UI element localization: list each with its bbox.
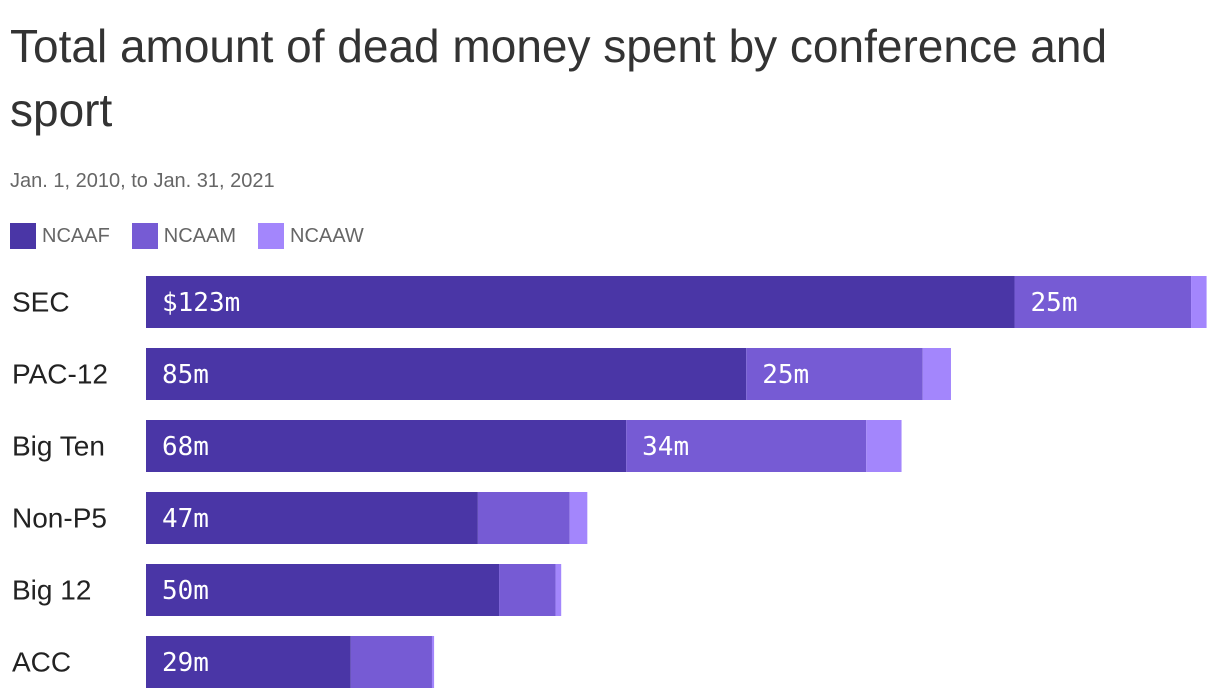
bar-big-ten-ncaaw — [866, 420, 902, 472]
data-label-sec-ncaam: 25m — [1031, 288, 1078, 318]
bar-acc-ncaaw — [431, 636, 435, 688]
bar-non-p5-ncaaf — [146, 492, 478, 544]
legend-swatch-ncaaw — [258, 223, 285, 249]
bar-acc-ncaam — [350, 636, 432, 688]
data-label-non-p5-ncaaf: 47m — [162, 504, 209, 534]
category-label-big-12: Big 12 — [12, 575, 91, 606]
bar-pac-12-ncaaf — [146, 348, 747, 400]
bar-pac-12-ncaaw — [922, 348, 951, 400]
chart-title: Total amount of dead money spent by conf… — [10, 20, 1108, 136]
legend-label-ncaaw: NCAAW — [290, 224, 364, 247]
chart-subtitle: Jan. 1, 2010, to Jan. 31, 2021 — [10, 170, 275, 192]
data-label-sec-ncaaf: $123m — [162, 288, 240, 318]
bar-acc-ncaaf — [146, 636, 351, 688]
category-label-acc: ACC — [12, 647, 71, 678]
category-label-big-ten: Big Ten — [12, 431, 105, 462]
bar-big-12-ncaaw — [555, 564, 562, 616]
legend-swatch-ncaam — [131, 223, 158, 249]
data-label-big-12-ncaaf: 50m — [162, 576, 209, 606]
data-label-pac-12-ncaaf: 85m — [162, 360, 209, 390]
legend-item-ncaaf: NCAAF — [10, 223, 110, 249]
legend-swatch-ncaaf — [10, 223, 36, 249]
bar-big-ten-ncaam — [626, 420, 867, 472]
data-label-pac-12-ncaam: 25m — [762, 360, 809, 390]
bar-big-12-ncaaf — [146, 564, 500, 616]
bar-big-ten-ncaaf — [146, 420, 627, 472]
bar-sec-ncaaf — [146, 276, 1015, 328]
category-label-sec: SEC — [12, 287, 70, 318]
bar-non-p5-ncaaw — [569, 492, 588, 544]
legend-label-ncaaf: NCAAF — [42, 224, 110, 247]
category-label-non-p5: Non-P5 — [12, 503, 107, 534]
bar-sec-ncaam — [1014, 276, 1192, 328]
data-label-big-ten-ncaaf: 68m — [162, 432, 209, 462]
legend-label-ncaam: NCAAM — [163, 224, 237, 247]
category-label-pac-12: PAC-12 — [12, 359, 108, 390]
bar-pac-12-ncaam — [746, 348, 923, 400]
bar-sec-ncaaw — [1191, 276, 1207, 328]
bar-non-p5-ncaam — [477, 492, 570, 544]
data-label-acc-ncaaf: 29m — [162, 648, 209, 678]
legend-item-ncaaw: NCAAW — [258, 223, 364, 249]
bar-big-12-ncaam — [499, 564, 556, 616]
data-label-big-ten-ncaam: 34m — [642, 432, 689, 462]
legend-item-ncaam: NCAAM — [131, 223, 237, 249]
legend: NCAAF NCAAM NCAAW — [10, 222, 386, 250]
